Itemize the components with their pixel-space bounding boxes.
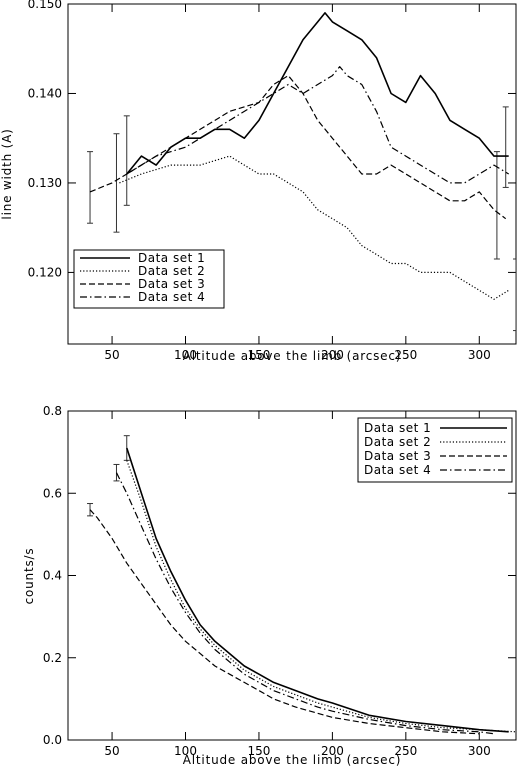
x-tick-label: 50 [104,348,119,362]
line-width-chart: 50 100 150 200 250 300 0.120 0.130 0.140 0.150 A… [0,0,517,363]
y-axis: 0.0 0.2 0.4 0.6 0.8 [43,404,516,747]
x-tick-label: 100 [174,744,197,758]
x-tick-label: 100 [174,348,197,362]
x-axis: 50 100 150 200 250 300 [104,411,491,758]
x-axis: 50 100 150 200 250 300 [104,4,491,362]
series-line-2 [119,155,510,300]
y-axis-label: line width (A) [0,128,14,219]
y-tick-label: 0.8 [43,404,62,418]
plot-frame [67,3,517,345]
x-tick-label: 50 [104,744,119,758]
counts-chart: 50 100 150 200 250 300 0.0 0.2 0.4 0.6 0.8 Altitu… [22,404,517,767]
legend-label-2: Data set 2 [138,264,205,278]
legend-box [73,249,225,309]
x-axis-label: Altitude above the limb (arcsec) [183,349,401,363]
x-tick-label: 200 [321,744,344,758]
series-line-1 [126,12,509,175]
series-line-4 [115,472,495,735]
y-tick-label: 0.4 [43,569,62,583]
x-tick-label: 150 [247,348,270,362]
x-tick-label: 150 [247,744,270,758]
y-tick-label: 0.120 [28,265,62,279]
series-line-3 [89,74,507,220]
series-line-3 [89,509,480,735]
y-tick-label: 0.6 [43,486,62,500]
error-bars [87,435,130,517]
series-lines [89,12,510,300]
legend-label-1: Data set 1 [364,421,431,435]
legend-label-3: Data set 3 [138,277,205,291]
y-tick-label: 0.150 [28,0,62,11]
y-tick-label: 0.0 [43,733,62,747]
x-tick-label: 250 [394,744,417,758]
series-line-4 [126,65,510,184]
legend-label-4: Data set 4 [138,290,205,304]
error-bars [87,106,516,332]
x-tick-label: 250 [394,348,417,362]
series-lines [89,447,516,735]
series-line-2 [126,460,516,733]
x-tick-label: 200 [321,348,344,362]
y-axis-label: counts/s [22,548,36,605]
y-tick-label: 0.2 [43,651,62,665]
x-tick-label: 300 [468,348,491,362]
y-axis: 0.120 0.130 0.140 0.150 [28,0,516,279]
series-line-1 [126,447,509,733]
x-axis-label: Altitude above the limb (arcsec) [183,753,401,767]
y-tick-label: 0.130 [28,176,62,190]
legend-label-1: Data set 1 [138,251,205,265]
y-tick-label: 0.140 [28,86,62,100]
legend-label-4: Data set 4 [364,463,431,477]
legend-label-2: Data set 2 [364,435,431,449]
legend-label-3: Data set 3 [364,449,431,463]
x-tick-label: 300 [468,744,491,758]
